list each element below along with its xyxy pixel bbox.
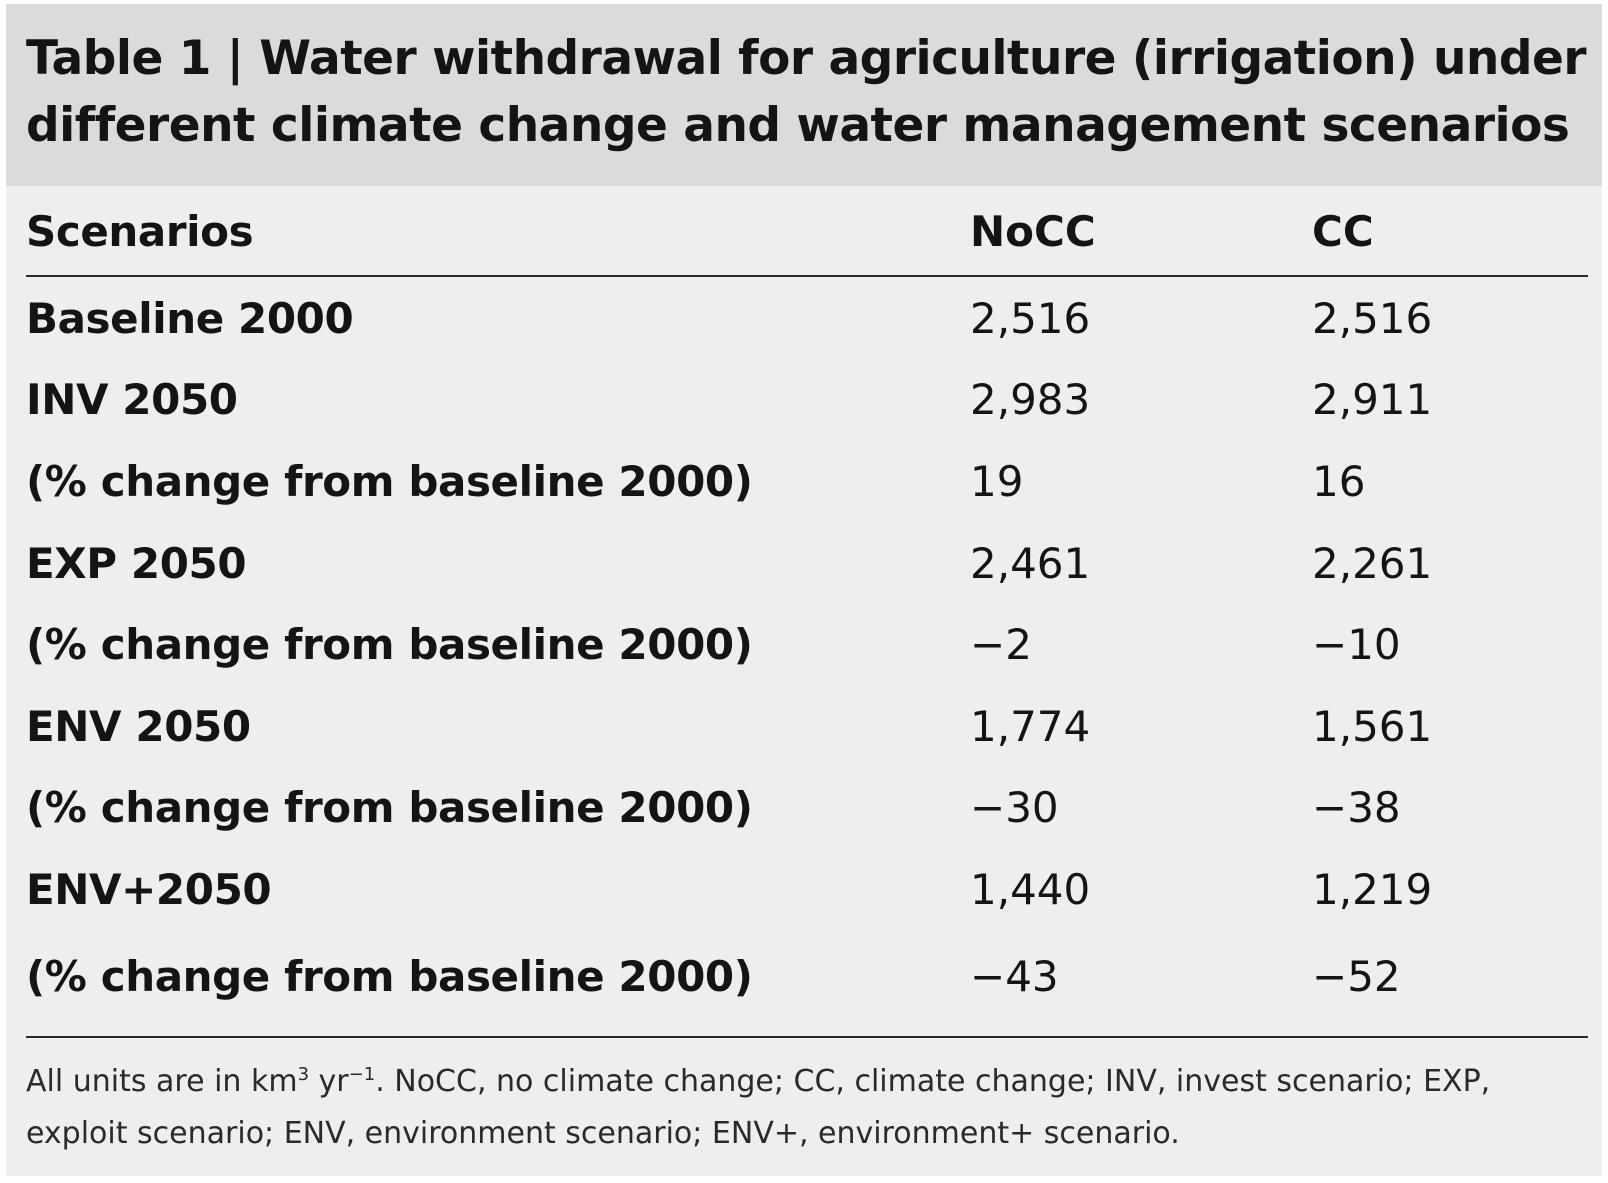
footnote-text: All units are in km	[26, 1064, 298, 1099]
footnote-text: . NoCC, no climate change; CC, climate c…	[26, 1064, 1491, 1151]
table-panel: Table 1 | Water withdrawal for agricultu…	[6, 4, 1602, 1176]
row-label: ENV 2050	[26, 702, 251, 751]
column-header-scenarios: Scenarios	[26, 207, 254, 256]
nocc-value: −30	[970, 783, 1059, 832]
nocc-value: 2,983	[970, 375, 1091, 424]
nocc-value: −43	[970, 952, 1059, 1001]
table-title-line-1: Table 1 | Water withdrawal for agricultu…	[26, 31, 1587, 86]
row-label: (% change from baseline 2000)	[26, 783, 753, 832]
nocc-value: −2	[970, 620, 1032, 669]
footer-rule	[26, 1036, 1588, 1038]
table-title-band: Table 1 | Water withdrawal for agricultu…	[6, 4, 1602, 186]
cc-value: 1,219	[1312, 865, 1433, 914]
row-label: EXP 2050	[26, 539, 247, 588]
row-label: (% change from baseline 2000)	[26, 952, 753, 1001]
header-rule	[26, 275, 1588, 277]
cc-value: −52	[1312, 952, 1401, 1001]
nocc-value: 2,516	[970, 294, 1091, 343]
cc-value: 2,261	[1312, 539, 1433, 588]
nocc-value: 19	[970, 457, 1024, 506]
nocc-value: 2,461	[970, 539, 1091, 588]
column-header-nocc: NoCC	[970, 207, 1096, 256]
nocc-value: 1,774	[970, 702, 1091, 751]
cc-value: 2,516	[1312, 294, 1433, 343]
row-label: (% change from baseline 2000)	[26, 620, 753, 669]
cc-value: 16	[1312, 457, 1366, 506]
row-label: (% change from baseline 2000)	[26, 457, 753, 506]
nocc-value: 1,440	[970, 865, 1091, 914]
footnote-text: yr	[309, 1064, 349, 1099]
footnote-exponent: 3	[297, 1064, 310, 1085]
footnote-exponent: −1	[348, 1064, 376, 1085]
row-label: ENV+2050	[26, 865, 272, 914]
cc-value: 1,561	[1312, 702, 1433, 751]
cc-value: −38	[1312, 783, 1401, 832]
cc-value: 2,911	[1312, 375, 1433, 424]
cc-value: −10	[1312, 620, 1401, 669]
column-header-cc: CC	[1312, 207, 1374, 256]
table-title-line-2: different climate change and water manag…	[26, 98, 1570, 153]
row-label: INV 2050	[26, 375, 238, 424]
table-footnote: All units are in km3 yr−1. NoCC, no clim…	[26, 1056, 1586, 1160]
row-label: Baseline 2000	[26, 294, 354, 343]
